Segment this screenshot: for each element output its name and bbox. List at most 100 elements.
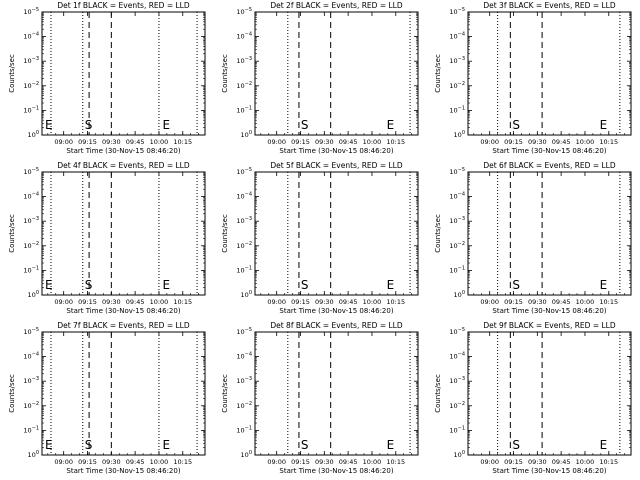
y-tick-label: 10−3: [236, 216, 252, 225]
y-axis-label: Counts/sec: [434, 374, 442, 413]
x-tick-label: 09:15: [291, 138, 310, 146]
plot-frame: [254, 171, 419, 296]
y-axis-label: Counts/sec: [221, 214, 229, 253]
x-tick-label: 09:15: [78, 458, 97, 466]
y-tick-label: 10−3: [236, 376, 252, 385]
x-tick-label: 09:45: [339, 298, 358, 306]
x-tick-label: 09:45: [126, 138, 145, 146]
y-tick-label: 10−5: [449, 327, 465, 336]
event-marker-label: E: [387, 278, 395, 292]
event-marker-label: E: [600, 438, 608, 452]
x-axis-label: Start Time (30-Nov-15 08:46:20): [66, 307, 180, 315]
panel-chart: Det 2f BLACK = Events, RED = LLD 100 10−1 1…: [221, 1, 419, 155]
x-tick-label: 09:15: [504, 458, 523, 466]
y-tick-label: 100: [28, 450, 39, 459]
y-axis-label: Counts/sec: [434, 54, 442, 93]
x-tick-label: 09:00: [54, 458, 73, 466]
y-tick-label: 100: [454, 450, 465, 459]
chart-title: Det 5f BLACK = Events, RED = LLD: [270, 161, 403, 170]
panel-chart: Det 3f BLACK = Events, RED = LLD 100 10−1 1…: [434, 1, 632, 155]
x-axis-label: Start Time (30-Nov-15 08:46:20): [279, 147, 393, 155]
y-tick-label: 10−4: [23, 32, 39, 41]
x-tick-label: 10:00: [150, 298, 169, 306]
x-tick-label: 10:00: [150, 138, 169, 146]
y-tick-label: 100: [241, 130, 252, 139]
detector-panel: Det 2f BLACK = Events, RED = LLD 100 10−1 1…: [213, 0, 426, 160]
x-tick-label: 09:00: [267, 298, 286, 306]
x-tick-label: 09:45: [552, 458, 571, 466]
y-tick-label: 10−4: [23, 192, 39, 201]
x-tick-label: 10:00: [363, 138, 382, 146]
y-tick-label: 100: [454, 290, 465, 299]
event-marker-label: S: [301, 278, 309, 292]
y-tick-label: 10−5: [236, 167, 252, 176]
x-tick-label: 10:15: [386, 298, 405, 306]
y-tick-label: 10−2: [449, 81, 465, 90]
plot-frame: [467, 11, 632, 136]
event-marker-label: S: [512, 118, 520, 132]
y-tick-label: 10−4: [236, 192, 252, 201]
y-axis-label: Counts/sec: [221, 54, 229, 93]
y-tick-label: 10−1: [449, 425, 465, 434]
detector-panel: Det 8f BLACK = Events, RED = LLD 100 10−1 1…: [213, 320, 426, 480]
y-axis-label: Counts/sec: [8, 374, 16, 413]
x-axis-label: Start Time (30-Nov-15 08:46:20): [492, 307, 606, 315]
y-tick-label: 10−2: [23, 241, 39, 250]
chart-title: Det 3f BLACK = Events, RED = LLD: [483, 1, 616, 10]
x-tick-label: 10:15: [599, 138, 618, 146]
y-tick-label: 10−3: [449, 376, 465, 385]
plot-frame: [41, 331, 206, 456]
y-tick-label: 10−3: [449, 56, 465, 65]
plot-frame: [467, 331, 632, 456]
y-tick-label: 10−1: [23, 265, 39, 274]
x-tick-label: 10:00: [363, 298, 382, 306]
x-tick-label: 09:15: [291, 298, 310, 306]
y-axis-label: Counts/sec: [8, 214, 16, 253]
y-tick-label: 100: [454, 130, 465, 139]
chart-title: Det 9f BLACK = Events, RED = LLD: [483, 321, 616, 330]
event-marker-label: E: [45, 118, 53, 132]
event-marker-label: E: [163, 438, 171, 452]
y-tick-label: 10−5: [236, 327, 252, 336]
x-axis-label: Start Time (30-Nov-15 08:46:20): [279, 307, 393, 315]
event-marker-label: E: [163, 278, 171, 292]
x-tick-label: 10:15: [386, 458, 405, 466]
detector-panel: Det 5f BLACK = Events, RED = LLD 100 10−1 1…: [213, 160, 426, 320]
event-marker-label: E: [45, 438, 53, 452]
plot-frame: [467, 171, 632, 296]
y-tick-label: 100: [241, 450, 252, 459]
x-axis-label: Start Time (30-Nov-15 08:46:20): [492, 147, 606, 155]
x-tick-label: 09:45: [339, 138, 358, 146]
x-tick-label: 10:15: [599, 298, 618, 306]
x-tick-label: 10:15: [386, 138, 405, 146]
y-tick-label: 10−5: [449, 7, 465, 16]
x-tick-label: 10:00: [576, 138, 595, 146]
x-tick-label: 09:15: [78, 298, 97, 306]
x-tick-label: 10:15: [173, 138, 192, 146]
x-tick-label: 10:15: [173, 458, 192, 466]
y-tick-label: 10−2: [449, 401, 465, 410]
x-tick-label: 09:30: [315, 138, 334, 146]
event-marker-label: E: [600, 278, 608, 292]
chart-title: Det 4f BLACK = Events, RED = LLD: [57, 161, 190, 170]
x-tick-label: 09:00: [267, 458, 286, 466]
plot-frame: [254, 331, 419, 456]
y-tick-label: 10−1: [23, 105, 39, 114]
x-axis-label: Start Time (30-Nov-15 08:46:20): [66, 147, 180, 155]
x-tick-label: 10:00: [150, 458, 169, 466]
event-marker-label: E: [387, 438, 395, 452]
detector-panel: Det 6f BLACK = Events, RED = LLD 100 10−1 1…: [426, 160, 639, 320]
x-tick-label: 09:00: [480, 298, 499, 306]
y-tick-label: 10−2: [23, 81, 39, 90]
x-tick-label: 09:00: [267, 138, 286, 146]
event-marker-label: E: [387, 118, 395, 132]
event-marker-label: S: [301, 118, 309, 132]
y-tick-label: 10−3: [236, 56, 252, 65]
x-tick-label: 10:00: [576, 298, 595, 306]
panel-chart: Det 6f BLACK = Events, RED = LLD 100 10−1 1…: [434, 161, 632, 315]
x-tick-label: 09:15: [78, 138, 97, 146]
x-axis-label: Start Time (30-Nov-15 08:46:20): [66, 467, 180, 475]
y-tick-label: 10−1: [449, 265, 465, 274]
y-tick-label: 10−2: [236, 81, 252, 90]
